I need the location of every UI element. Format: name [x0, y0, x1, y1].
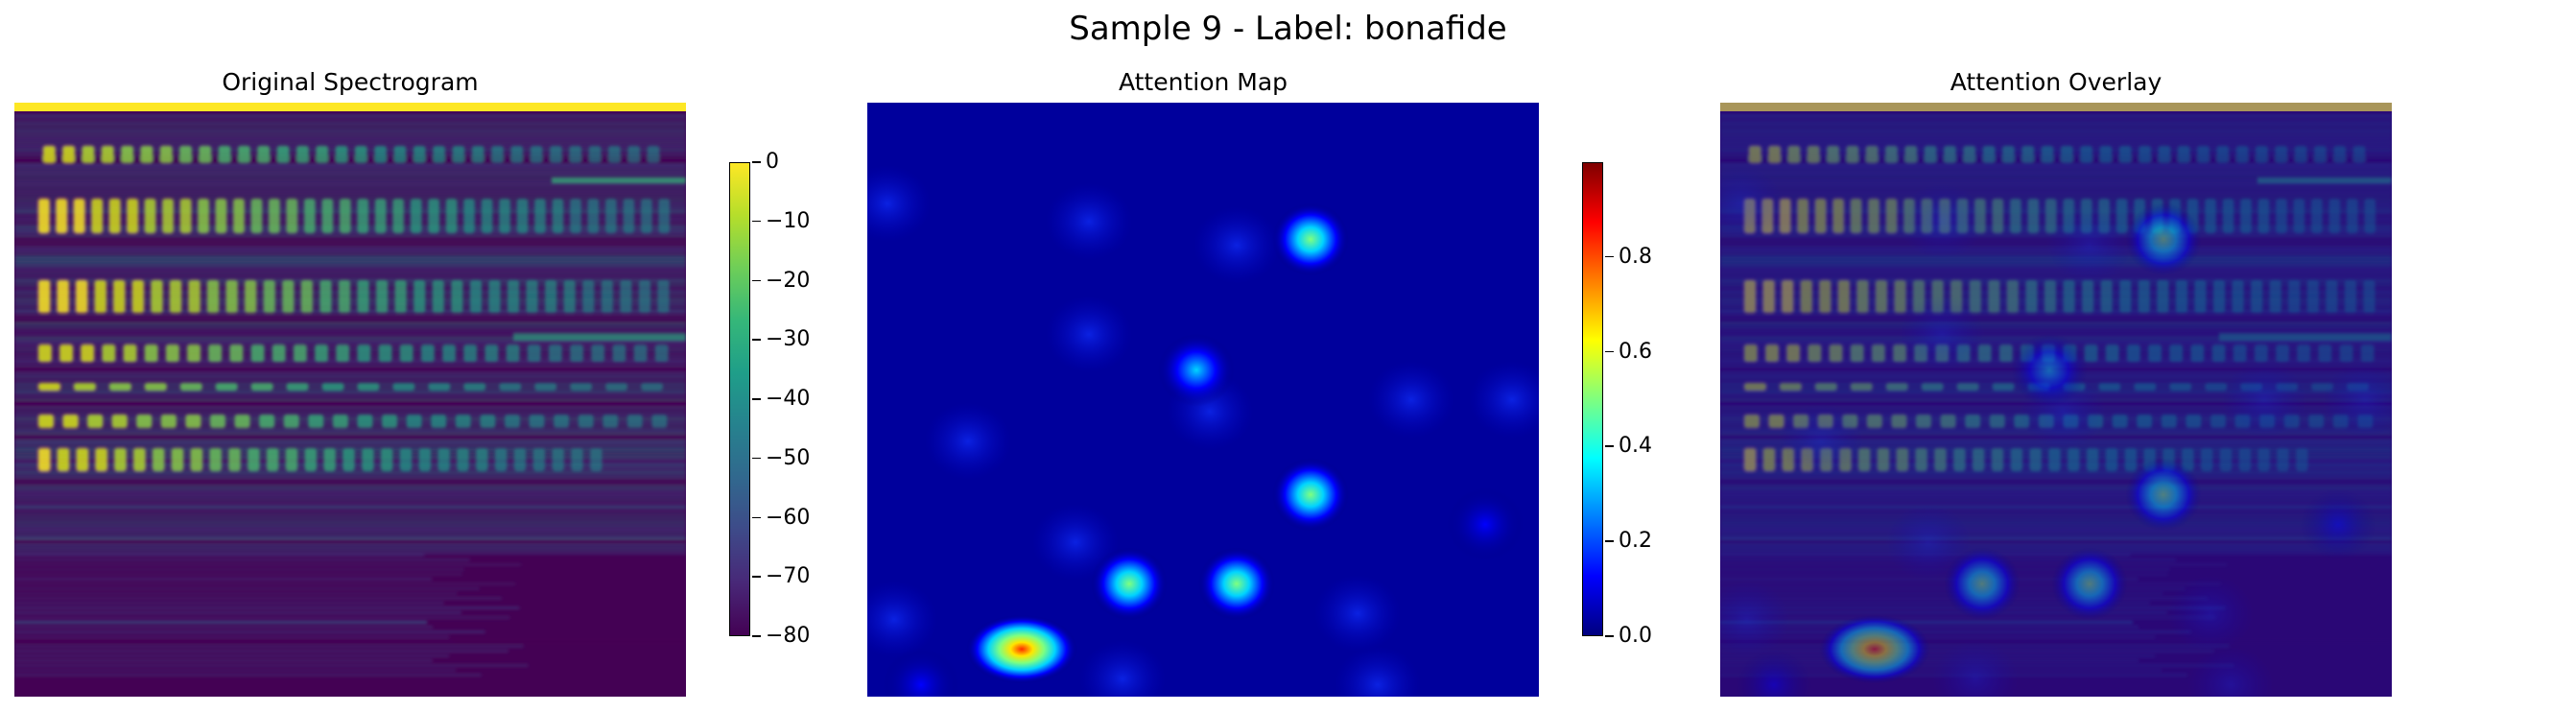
attention-hotspot — [1272, 458, 1349, 532]
colorbar-tick-label: 0.4 — [1605, 434, 1652, 459]
attention-hotspot — [1819, 614, 1930, 684]
figure-title: Sample 9 - Label: bonafide — [1069, 10, 1507, 48]
overlay-title: Attention Overlay — [1950, 68, 2162, 96]
colorbar-tick-label: 0.6 — [1605, 339, 1652, 364]
attention-hotspot — [1736, 648, 1812, 697]
colorbar-tick-label: −40 — [751, 387, 811, 411]
attention-hotspot — [1272, 202, 1349, 276]
attention-hotspot — [1198, 547, 1275, 621]
attention-hotspot — [1447, 487, 1524, 561]
colorbar-tick-label: 0.2 — [1605, 529, 1652, 554]
colorbar-tick-label: −10 — [751, 208, 811, 233]
colorbar-tick-label: −50 — [751, 445, 811, 470]
attention-hotspot — [1944, 547, 2021, 621]
overlay-image — [1720, 103, 2392, 697]
attention-hotspot — [883, 648, 959, 697]
attention-hotspot — [1091, 547, 1168, 621]
colorbar-tick-label: 0 — [752, 150, 779, 174]
colorbar-tick-label: −60 — [751, 505, 811, 530]
colorbar-tick-label: 0.8 — [1605, 244, 1652, 269]
attention-map-image — [867, 103, 1539, 697]
attention-hotspot — [966, 614, 1077, 684]
attention-hotspot — [1158, 333, 1235, 407]
attention-hotspot — [2125, 202, 2202, 276]
colorbar-tick-label: −80 — [751, 624, 811, 648]
colorbar-tick-label: −70 — [751, 564, 811, 589]
attention-map-title: Attention Map — [1118, 68, 1288, 96]
attention-hotspot — [2051, 547, 2128, 621]
spectrogram-image — [14, 103, 686, 697]
colorbar-tick-label: 0.0 — [1605, 624, 1652, 648]
attention-hotspot — [2300, 487, 2376, 561]
colorbar-tick-label: −20 — [751, 268, 811, 293]
spectrogram-title: Original Spectrogram — [222, 68, 479, 96]
spectrogram-colorbar — [729, 162, 750, 636]
attention-colorbar — [1582, 162, 1603, 636]
colorbar-tick-label: −30 — [751, 327, 811, 352]
attention-hotspot — [2011, 333, 2088, 407]
attention-hotspot — [2125, 458, 2202, 532]
spectrogram-top-band — [14, 103, 686, 111]
